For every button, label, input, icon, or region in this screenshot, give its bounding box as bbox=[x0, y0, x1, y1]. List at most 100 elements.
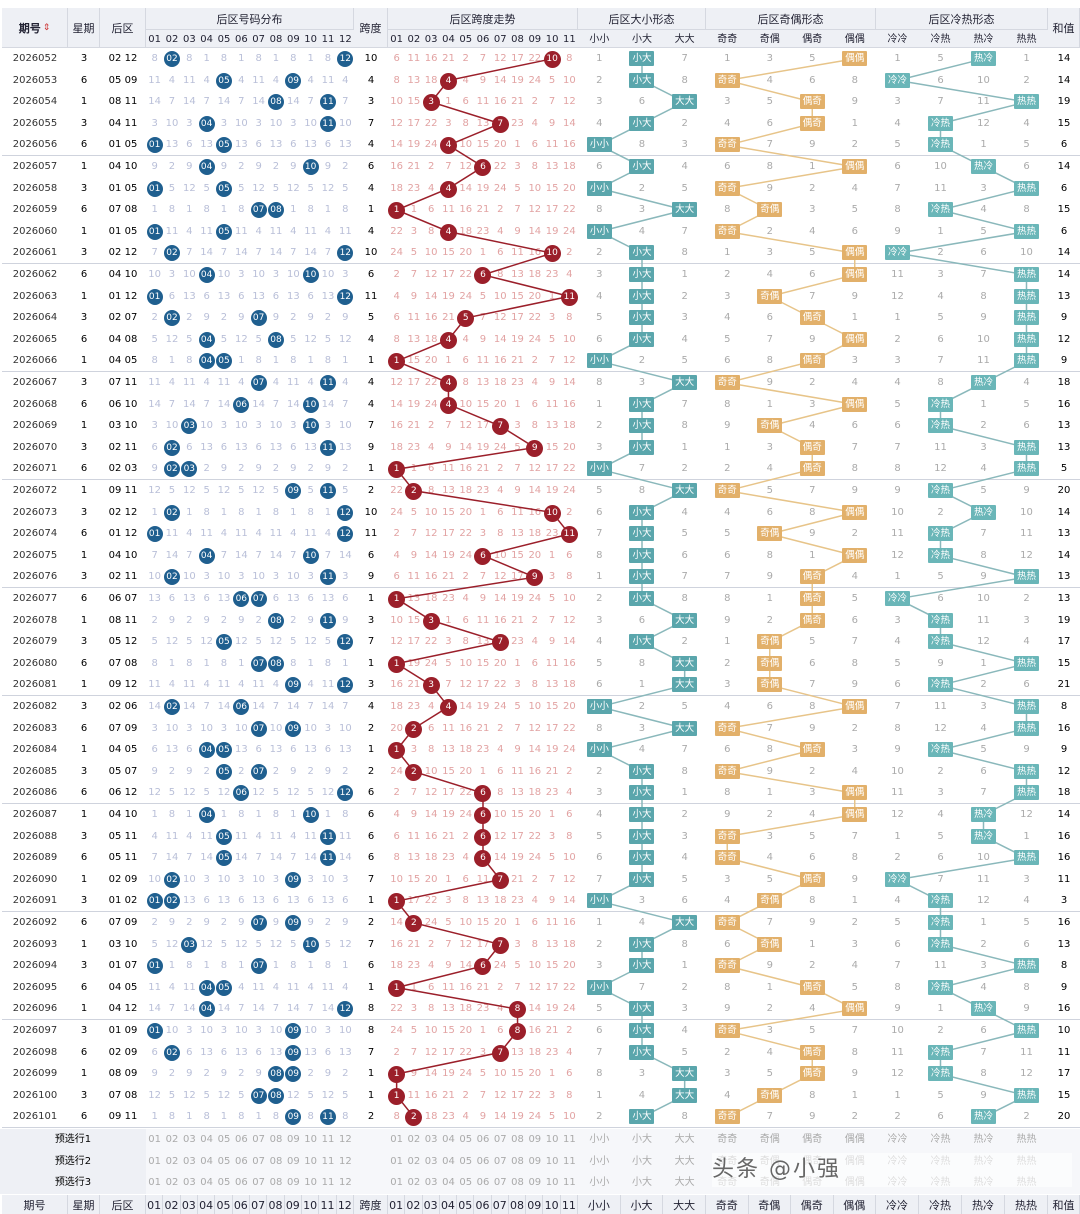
predict-dist-cell[interactable]: 05 bbox=[215, 1150, 233, 1173]
predict-dist-cell[interactable]: 07 bbox=[250, 1129, 268, 1151]
predict-size-cell[interactable]: 小大 bbox=[620, 1172, 664, 1194]
predict-trend-cell[interactable]: 11 bbox=[560, 1172, 578, 1194]
predict-dist-cell[interactable]: 04 bbox=[198, 1172, 216, 1194]
size-cell: 小大 bbox=[621, 761, 664, 783]
trend-cell: 21 bbox=[407, 420, 421, 432]
predict-size-cell[interactable]: 大大 bbox=[663, 1172, 706, 1194]
predict-dist-cell[interactable]: 01 bbox=[146, 1172, 164, 1194]
predict-dist-cell[interactable]: 12 bbox=[336, 1150, 354, 1173]
predict-trend-cell[interactable]: 10 bbox=[543, 1129, 561, 1151]
predict-dist-cell[interactable]: 02 bbox=[163, 1172, 181, 1194]
predict-dist-cell[interactable]: 10 bbox=[302, 1150, 320, 1173]
predict-trend-cell[interactable]: 02 bbox=[405, 1150, 423, 1173]
predict-dist-cell[interactable]: 08 bbox=[267, 1129, 285, 1151]
predict-dist-cell[interactable]: 01 bbox=[146, 1150, 164, 1173]
predict-dist-cell[interactable]: 09 bbox=[284, 1150, 302, 1173]
predict-dist-cell[interactable]: 10 bbox=[302, 1172, 320, 1194]
predict-trend-cell[interactable]: 01 bbox=[388, 1129, 406, 1151]
predict-size-cell[interactable]: 大大 bbox=[663, 1150, 706, 1173]
predict-size-cell[interactable]: 小小 bbox=[578, 1150, 621, 1173]
predict-odd-cell[interactable]: 偶偶 bbox=[833, 1129, 876, 1151]
predict-dist-cell[interactable]: 05 bbox=[215, 1129, 233, 1151]
hot-tag: 冷热 bbox=[927, 418, 953, 434]
predict-trend-cell[interactable]: 03 bbox=[422, 1172, 440, 1194]
predict-trend-cell[interactable]: 03 bbox=[422, 1150, 440, 1173]
predict-dist-cell[interactable]: 08 bbox=[267, 1150, 285, 1173]
predict-dist-cell[interactable]: 05 bbox=[215, 1172, 233, 1194]
predict-trend-cell[interactable]: 10 bbox=[543, 1172, 561, 1194]
predict-trend-cell[interactable]: 04 bbox=[439, 1172, 458, 1194]
predict-trend-cell[interactable]: 09 bbox=[526, 1150, 544, 1173]
predict-trend-cell[interactable]: 08 bbox=[508, 1150, 527, 1173]
predict-trend-cell[interactable]: 07 bbox=[491, 1172, 509, 1194]
predict-trend-cell[interactable]: 06 bbox=[474, 1172, 492, 1194]
predict-trend-cell[interactable]: 11 bbox=[560, 1129, 578, 1151]
dist-cell: 01 bbox=[146, 178, 163, 200]
predict-size-cell[interactable]: 小大 bbox=[620, 1129, 664, 1151]
predict-trend-cell[interactable]: 09 bbox=[526, 1172, 544, 1194]
odd-cell: 奇偶 bbox=[749, 199, 792, 221]
predict-trend-cell[interactable]: 08 bbox=[508, 1172, 527, 1194]
predict-trend-cell[interactable]: 09 bbox=[526, 1129, 544, 1151]
predict-dist-cell[interactable]: 04 bbox=[198, 1129, 216, 1151]
predict-dist-cell[interactable]: 09 bbox=[284, 1129, 302, 1151]
predict-odd-cell[interactable]: 奇奇 bbox=[706, 1129, 749, 1151]
predict-hot-cell[interactable]: 热冷 bbox=[962, 1129, 1005, 1151]
predict-trend-cell[interactable]: 01 bbox=[388, 1172, 406, 1194]
predict-odd-cell[interactable]: 奇偶 bbox=[748, 1129, 791, 1151]
predict-size-cell[interactable]: 大大 bbox=[663, 1129, 706, 1151]
predict-trend-cell[interactable]: 05 bbox=[457, 1172, 475, 1194]
sort-icon[interactable]: ⇕ bbox=[42, 22, 51, 33]
predict-trend-cell[interactable]: 02 bbox=[405, 1129, 423, 1151]
dist-cell: 11 bbox=[165, 830, 179, 842]
predict-trend-cell[interactable]: 03 bbox=[422, 1129, 440, 1151]
predict-dist-cell[interactable]: 07 bbox=[250, 1150, 268, 1173]
predict-dist-cell[interactable]: 06 bbox=[232, 1172, 250, 1194]
predict-dist-cell[interactable]: 03 bbox=[180, 1172, 198, 1194]
predict-trend-cell[interactable]: 01 bbox=[388, 1150, 406, 1173]
dist-ball: 04 bbox=[198, 159, 215, 175]
predict-trend-cell[interactable]: 08 bbox=[508, 1129, 527, 1151]
predict-dist-cell[interactable]: 03 bbox=[180, 1150, 198, 1173]
predict-dist-cell[interactable]: 03 bbox=[180, 1129, 198, 1151]
period-header[interactable]: 期号 ⇕ bbox=[2, 8, 68, 48]
predict-hot-cell[interactable]: 冷冷 bbox=[876, 1129, 919, 1151]
predict-trend-cell[interactable]: 07 bbox=[491, 1129, 509, 1151]
predict-dist-cell[interactable]: 07 bbox=[250, 1172, 268, 1194]
predict-odd-cell[interactable]: 偶奇 bbox=[791, 1129, 834, 1151]
predict-dist-cell[interactable]: 06 bbox=[232, 1150, 250, 1173]
predict-dist-cell[interactable]: 02 bbox=[163, 1129, 181, 1151]
dist-cell: 14 bbox=[217, 701, 231, 712]
predict-trend-cell[interactable]: 04 bbox=[439, 1129, 458, 1151]
trend-cell: 21 bbox=[545, 765, 559, 777]
predict-dist-cell[interactable]: 12 bbox=[336, 1129, 354, 1151]
predict-hot-cell[interactable]: 热热 bbox=[1005, 1129, 1048, 1151]
predict-size-cell[interactable]: 小小 bbox=[578, 1172, 621, 1194]
predict-dist-cell[interactable]: 11 bbox=[319, 1129, 337, 1151]
predict-dist-cell[interactable]: 12 bbox=[336, 1172, 354, 1194]
predict-dist-cell[interactable]: 09 bbox=[284, 1172, 302, 1194]
trend-cell: 24 bbox=[526, 1106, 544, 1128]
predict-trend-cell[interactable]: 06 bbox=[474, 1150, 492, 1173]
predict-size-cell[interactable]: 小小 bbox=[578, 1129, 621, 1151]
predict-trend-cell[interactable]: 02 bbox=[405, 1172, 423, 1194]
predict-dist-cell[interactable]: 08 bbox=[267, 1172, 285, 1194]
predict-trend-cell[interactable]: 07 bbox=[491, 1150, 509, 1173]
predict-trend-cell[interactable]: 11 bbox=[560, 1150, 578, 1173]
predict-trend-cell[interactable]: 06 bbox=[474, 1129, 492, 1151]
dist-cell: 7 bbox=[342, 701, 349, 712]
dist-cell: 2 bbox=[186, 614, 193, 626]
predict-dist-cell[interactable]: 02 bbox=[163, 1150, 181, 1173]
predict-dist-cell[interactable]: 04 bbox=[198, 1150, 216, 1173]
predict-dist-cell[interactable]: 01 bbox=[146, 1129, 164, 1151]
predict-trend-cell[interactable]: 05 bbox=[457, 1129, 475, 1151]
predict-dist-cell[interactable]: 10 bbox=[302, 1129, 320, 1151]
predict-dist-cell[interactable]: 11 bbox=[319, 1150, 337, 1173]
predict-size-cell[interactable]: 小大 bbox=[620, 1150, 664, 1173]
predict-trend-cell[interactable]: 04 bbox=[439, 1150, 458, 1173]
predict-dist-cell[interactable]: 11 bbox=[319, 1172, 337, 1194]
predict-dist-cell[interactable]: 06 bbox=[232, 1129, 250, 1151]
predict-trend-cell[interactable]: 05 bbox=[457, 1150, 475, 1173]
predict-hot-cell[interactable]: 冷热 bbox=[919, 1129, 962, 1151]
predict-trend-cell[interactable]: 10 bbox=[543, 1150, 561, 1173]
